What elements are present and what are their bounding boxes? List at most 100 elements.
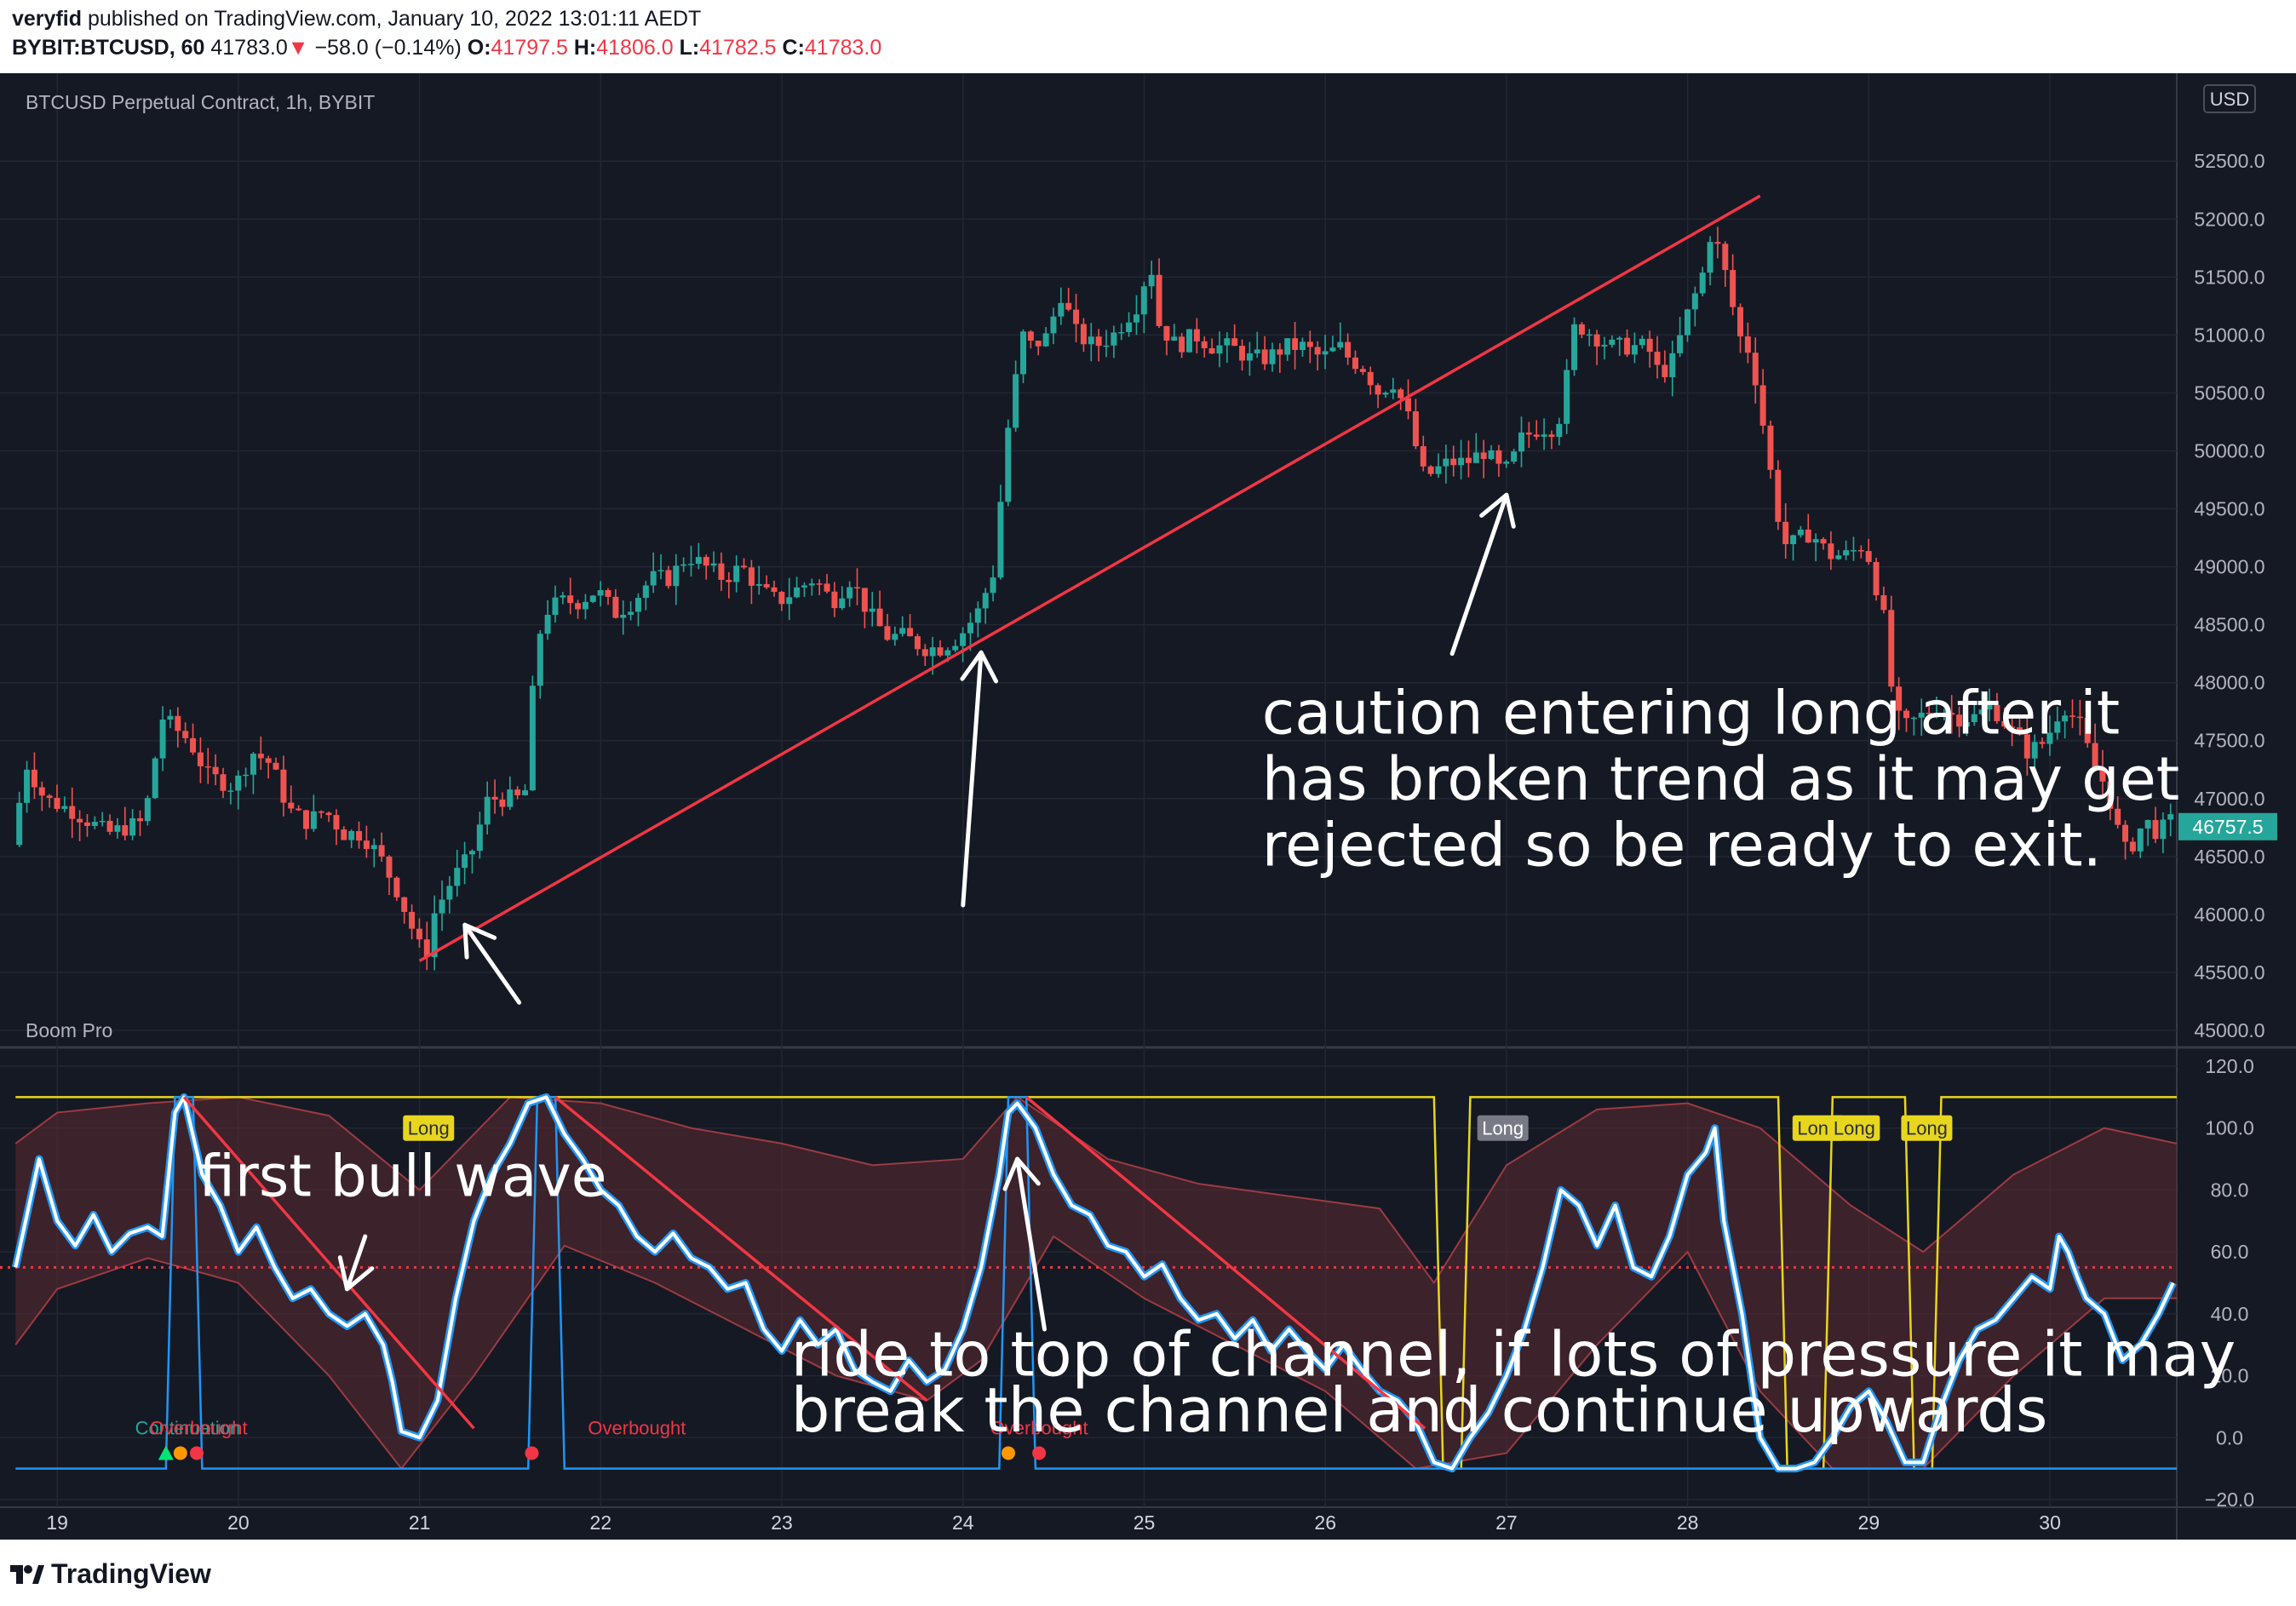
candle-body bbox=[401, 897, 408, 912]
candle-body bbox=[869, 608, 875, 612]
candle-body bbox=[1903, 710, 1910, 719]
candle-body bbox=[302, 810, 309, 829]
candle-body bbox=[1624, 337, 1631, 355]
candle-body bbox=[2129, 841, 2136, 852]
candle-body bbox=[1148, 274, 1155, 287]
high-label: H: bbox=[573, 36, 597, 60]
candle-body bbox=[1790, 535, 1797, 545]
candle-body bbox=[816, 583, 823, 585]
candle-body bbox=[929, 647, 936, 657]
candle-body bbox=[280, 769, 287, 803]
candle-body bbox=[1639, 338, 1645, 346]
osc-annotation-text: break the channel and continue upwards bbox=[791, 1374, 2048, 1446]
candle-body bbox=[220, 774, 227, 791]
osc-trendline bbox=[1025, 1096, 1426, 1430]
candle-body bbox=[688, 564, 695, 565]
time-tick-label: 25 bbox=[1134, 1511, 1156, 1534]
osc-annotation-arrow-head bbox=[1002, 1156, 1041, 1191]
candle-body bbox=[778, 592, 785, 605]
osc-annotation-arrow-head bbox=[337, 1255, 375, 1292]
candle-body bbox=[439, 899, 445, 914]
price-tick-label: 50000.0 bbox=[2194, 439, 2264, 462]
candle-body bbox=[680, 564, 687, 566]
candle-body bbox=[1949, 713, 1955, 715]
candle-body bbox=[409, 911, 416, 929]
candle-body bbox=[1465, 457, 1472, 463]
currency-box bbox=[2203, 84, 2256, 113]
candle-body bbox=[1042, 333, 1049, 347]
candle-body bbox=[1737, 307, 1744, 337]
candle-body bbox=[46, 795, 53, 798]
candle-body bbox=[243, 774, 250, 777]
candle-body bbox=[106, 820, 113, 832]
chart-canvas[interactable]: 52500.0 52000.0 51500.0 51000.0 50500.0 50000… bbox=[0, 73, 2296, 1540]
candle-body bbox=[69, 806, 76, 819]
candle-body bbox=[1035, 341, 1042, 347]
open-label: O: bbox=[467, 36, 491, 60]
price-trendline bbox=[418, 194, 1761, 962]
candle-body bbox=[514, 789, 521, 795]
candle-body bbox=[718, 563, 725, 580]
candle-body bbox=[1714, 242, 1721, 244]
candle-body bbox=[831, 591, 838, 609]
candle-body bbox=[2023, 734, 2030, 759]
candle-body bbox=[1013, 374, 1019, 428]
price-tick-label: 48500.0 bbox=[2194, 614, 2264, 636]
last-price: 41783.0 bbox=[210, 36, 288, 60]
candle-body bbox=[159, 720, 166, 759]
candle-body bbox=[952, 645, 959, 651]
candle-body bbox=[1511, 451, 1518, 462]
candle-body bbox=[1978, 709, 1985, 714]
candle-body bbox=[733, 565, 740, 582]
candle-body bbox=[2137, 828, 2144, 852]
price-tick-label: 46000.0 bbox=[2194, 903, 2264, 926]
osc-marker-label: Overbought bbox=[150, 1418, 248, 1439]
candle-body bbox=[1299, 341, 1306, 351]
candle-body bbox=[1805, 529, 1811, 543]
candle-body bbox=[1986, 704, 1993, 710]
candle-body bbox=[605, 589, 611, 597]
candle-body bbox=[628, 611, 634, 616]
candle-body bbox=[318, 811, 324, 813]
osc-annotation-text: ride to top of channel, if lots of press… bbox=[791, 1319, 2236, 1391]
candle-body bbox=[634, 598, 641, 612]
candle-body bbox=[462, 854, 468, 869]
candle-body bbox=[2069, 715, 2076, 717]
candle-body bbox=[1367, 371, 1374, 386]
candle-body bbox=[1525, 432, 1532, 435]
candle-body bbox=[1616, 337, 1623, 340]
price-annotation-arrow-head bbox=[960, 650, 999, 684]
signal-dot-icon bbox=[1032, 1446, 1047, 1460]
candle-body bbox=[1812, 539, 1819, 543]
currency-label: USD bbox=[2210, 89, 2249, 110]
candle-body bbox=[1058, 302, 1065, 317]
candle-body bbox=[650, 571, 657, 586]
candle-body bbox=[1140, 286, 1147, 315]
chart-area[interactable]: 52500.0 52000.0 51500.0 51000.0 50500.0 50000… bbox=[0, 73, 2296, 1540]
footer-brand-text: TradingView bbox=[51, 1558, 211, 1589]
long-flag-label: Long bbox=[408, 1118, 450, 1139]
long-flag bbox=[1901, 1115, 1953, 1141]
price-tick-label: 45500.0 bbox=[2194, 961, 2264, 984]
candle-body bbox=[476, 824, 483, 852]
high-value: 41806.0 bbox=[596, 36, 674, 60]
candle-body bbox=[446, 886, 453, 900]
candle-body bbox=[333, 815, 340, 830]
long-flag bbox=[1477, 1115, 1529, 1141]
candle-body bbox=[31, 769, 37, 788]
published-text: published on TradingView.com, January 10… bbox=[87, 7, 702, 31]
candle-body bbox=[1571, 324, 1578, 370]
candle-body bbox=[695, 557, 702, 565]
candle-body bbox=[83, 822, 90, 826]
candle-body bbox=[2152, 820, 2159, 840]
candle-body bbox=[1941, 713, 1948, 714]
candle-body bbox=[1963, 721, 1970, 727]
time-tick-label: 30 bbox=[2039, 1511, 2061, 1534]
candle-body bbox=[1744, 336, 1751, 353]
candle-body bbox=[801, 585, 807, 588]
candle-body bbox=[507, 789, 514, 807]
author-name[interactable]: veryfid bbox=[12, 7, 82, 31]
candle-body bbox=[1292, 338, 1299, 351]
candle-body bbox=[1163, 325, 1170, 341]
candle-body bbox=[1435, 466, 1442, 474]
